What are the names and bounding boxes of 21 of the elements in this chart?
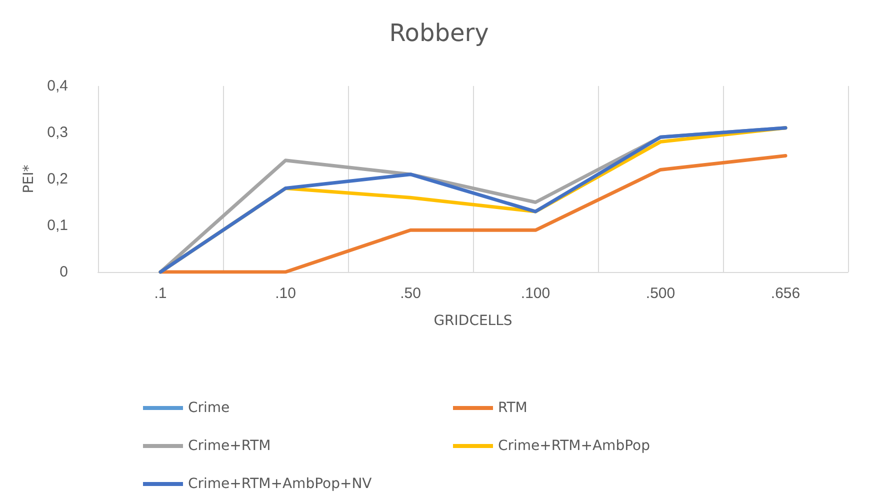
y-tick-label: 0,4 [47,78,68,94]
legend-label: RTM [498,400,528,416]
x-tick-label: .1 [154,285,167,302]
x-tick-label: .100 [520,285,550,302]
x-tick-label: .10 [275,285,296,302]
y-tick-label: 0 [60,264,68,280]
x-axis-title: GRIDCELLS [434,313,512,329]
y-tick-label: 0,1 [47,217,68,234]
chart-title: Robbery [389,19,489,47]
y-tick-label: 0,3 [47,124,68,141]
legend-label: Crime+RTM+AmbPop [498,438,650,454]
legend-label: Crime+RTM [188,438,271,454]
line-series [158,126,788,274]
line-series [158,154,788,274]
x-tick-label: .50 [400,285,421,302]
legend-label: Crime+RTM+AmbPop+NV [188,476,372,492]
legend-label: Crime [188,400,230,416]
x-tick-label: .656 [770,285,800,302]
y-axis-title: PEI* [21,164,38,194]
y-tick-label: 0,2 [47,170,68,188]
x-tick-label: .500 [646,285,676,302]
